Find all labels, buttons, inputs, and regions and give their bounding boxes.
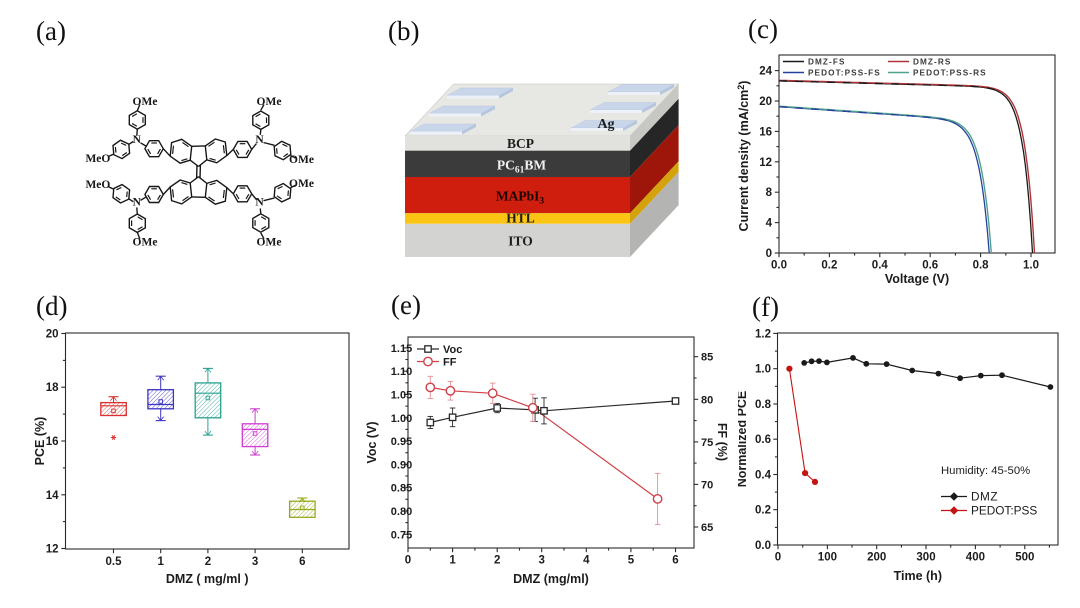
svg-text:BCP: BCP: [507, 136, 534, 151]
svg-text:1.15: 1.15: [391, 343, 412, 355]
svg-text:70: 70: [701, 479, 713, 491]
svg-text:PEDOT:PSS-RS: PEDOT:PSS-RS: [913, 69, 987, 78]
svg-text:4: 4: [583, 555, 590, 567]
svg-text:300: 300: [916, 552, 935, 564]
svg-text:Voltage (V): Voltage (V): [885, 272, 949, 286]
svg-text:0.8: 0.8: [973, 260, 990, 272]
svg-text:1.0: 1.0: [755, 364, 771, 376]
svg-text:200: 200: [867, 552, 886, 564]
svg-text:MeO: MeO: [85, 179, 110, 191]
svg-text:0.5: 0.5: [106, 556, 123, 568]
svg-text:5: 5: [628, 555, 635, 567]
svg-text:0.8: 0.8: [755, 399, 772, 411]
svg-text:6: 6: [672, 555, 678, 567]
svg-text:0.80: 0.80: [391, 506, 412, 518]
svg-text:12: 12: [759, 157, 772, 169]
svg-text:N: N: [133, 196, 142, 208]
svg-text:DMZ-RS: DMZ-RS: [913, 58, 951, 67]
svg-text:16: 16: [759, 126, 772, 138]
svg-text:24: 24: [759, 66, 772, 78]
svg-text:OMe: OMe: [289, 154, 314, 166]
svg-text:0.0: 0.0: [755, 540, 771, 552]
svg-text:18: 18: [46, 382, 59, 394]
svg-text:Ag: Ag: [597, 117, 614, 132]
svg-text:4: 4: [766, 218, 773, 230]
svg-text:1: 1: [449, 555, 456, 567]
svg-text:0.2: 0.2: [755, 505, 771, 517]
svg-text:100: 100: [818, 552, 837, 564]
svg-text:0.75: 0.75: [391, 529, 412, 541]
svg-text:Current density (mA/cm2): Current density (mA/cm2): [736, 81, 751, 232]
svg-text:DMZ-FS: DMZ-FS: [808, 58, 846, 67]
svg-text:0: 0: [405, 555, 411, 567]
svg-text:0.4: 0.4: [872, 260, 889, 272]
svg-text:0.85: 0.85: [391, 483, 412, 495]
svg-text:75: 75: [701, 437, 713, 449]
svg-text:3: 3: [252, 556, 258, 568]
svg-text:FF: FF: [443, 357, 457, 369]
svg-text:20: 20: [759, 96, 772, 108]
svg-text:0: 0: [766, 248, 772, 260]
svg-text:16: 16: [46, 436, 59, 448]
svg-text:OMe: OMe: [133, 237, 158, 249]
svg-text:1.05: 1.05: [391, 390, 412, 402]
svg-text:PC61BM: PC61BM: [497, 158, 547, 176]
svg-text:1.0: 1.0: [1023, 260, 1039, 272]
svg-text:3: 3: [538, 555, 544, 567]
svg-text:1.10: 1.10: [391, 366, 412, 378]
svg-text:8: 8: [766, 187, 773, 199]
svg-text:0.4: 0.4: [755, 470, 772, 482]
svg-text:12: 12: [46, 544, 59, 556]
svg-text:Time (h): Time (h): [894, 569, 942, 583]
svg-text:Normalized PCE: Normalized PCE: [738, 391, 749, 488]
svg-text:2: 2: [494, 555, 500, 567]
svg-text:0.2: 0.2: [821, 260, 837, 272]
svg-text:400: 400: [966, 552, 985, 564]
svg-text:DMZ: DMZ: [971, 490, 998, 504]
svg-text:MeO: MeO: [85, 153, 110, 165]
svg-text:DMZ ( mg/ml ): DMZ ( mg/ml ): [166, 572, 249, 586]
svg-text:1.00: 1.00: [391, 413, 412, 425]
svg-text:65: 65: [701, 522, 713, 534]
svg-text:N: N: [255, 196, 264, 208]
svg-text:1: 1: [157, 556, 164, 568]
svg-text:6: 6: [299, 556, 305, 568]
svg-text:OMe: OMe: [257, 96, 282, 108]
svg-text:HTL: HTL: [506, 211, 535, 226]
svg-text:0.6: 0.6: [922, 260, 938, 272]
svg-text:80: 80: [701, 394, 713, 406]
svg-text:PEDOT:PSS: PEDOT:PSS: [971, 504, 1037, 518]
svg-text:0: 0: [775, 552, 781, 564]
svg-text:MAPbI3: MAPbI3: [496, 189, 545, 207]
svg-text:1.2: 1.2: [755, 328, 771, 340]
svg-text:500: 500: [1015, 552, 1034, 564]
svg-text:OMe: OMe: [257, 237, 282, 249]
svg-text:N: N: [133, 134, 142, 146]
svg-text:20: 20: [46, 329, 59, 341]
svg-text:85: 85: [701, 352, 713, 364]
svg-text:2: 2: [205, 556, 211, 568]
svg-text:OMe: OMe: [133, 96, 158, 108]
svg-text:PEDOT:PSS-FS: PEDOT:PSS-FS: [808, 69, 881, 78]
svg-text:Voc (V): Voc (V): [365, 421, 379, 463]
svg-text:Voc: Voc: [443, 344, 462, 356]
svg-text:Humidity: 45-50%: Humidity: 45-50%: [941, 465, 1030, 477]
svg-text:0.90: 0.90: [391, 459, 412, 471]
svg-text:N: N: [255, 134, 264, 146]
svg-text:14: 14: [46, 490, 59, 502]
svg-text:PCE (%): PCE (%): [33, 417, 47, 466]
svg-text:0.0: 0.0: [771, 260, 787, 272]
svg-text:ITO: ITO: [508, 234, 533, 249]
svg-text:0.6: 0.6: [755, 434, 771, 446]
svg-text:DMZ (mg/ml): DMZ (mg/ml): [513, 572, 589, 586]
svg-text:OMe: OMe: [289, 178, 314, 190]
svg-text:FF (%): FF (%): [715, 423, 729, 461]
svg-text:0.95: 0.95: [391, 436, 412, 448]
